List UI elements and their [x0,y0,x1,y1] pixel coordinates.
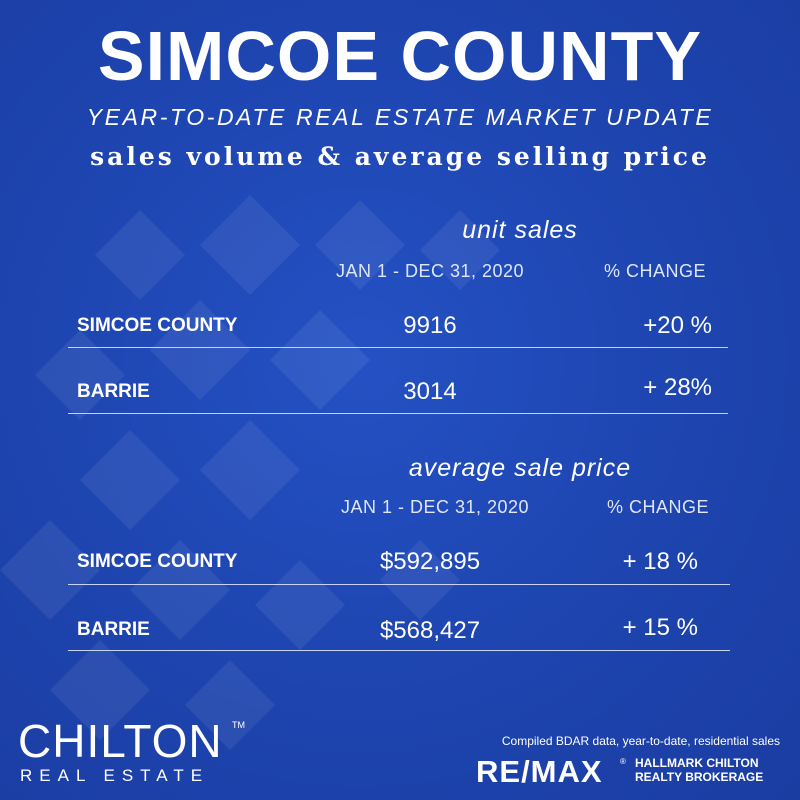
unit-sales-row-value: 9916 [403,312,457,339]
unit-sales-row-value: 3014 [403,378,457,405]
unit-sales-row-label: SIMCOE COUNTY [77,315,238,336]
remax-logo: RE/MAX [476,754,603,789]
unit-sales-period-header: JAN 1 - DEC 31, 2020 [335,261,525,281]
average-price-row-change: + 15 % [622,614,698,641]
page-subtitle: YEAR-TO-DATE REAL ESTATE MARKET UPDATE [86,104,714,130]
page-title: SIMCOE COUNTY [97,17,703,95]
unit-sales-row-change: +20 % [643,312,712,339]
brokerage-name: HALLMARK CHILTON REALTY BROKERAGE [635,756,763,784]
row-divider [68,584,730,585]
average-price-title: average sale price [408,454,632,482]
average-price-row-value: $592,895 [379,548,481,575]
row-divider [68,650,730,651]
unit-sales-change-header: % CHANGE [603,261,706,281]
average-price-row-label: BARRIE [77,619,150,640]
average-price-row-label: SIMCOE COUNTY [77,551,238,572]
unit-sales-row-change: + 28% [643,374,712,401]
unit-sales-title: unit sales [462,216,578,244]
average-price-period-header: JAN 1 - DEC 31, 2020 [340,497,530,517]
chilton-logo-subtitle: REAL ESTATE [20,766,210,785]
average-price-row-value: $568,427 [379,617,481,644]
average-price-change-header: % CHANGE [606,497,709,517]
source-note: Compiled BDAR data, year-to-date, reside… [501,734,780,748]
chilton-logo-trademark: TM [232,720,245,730]
brokerage-line-1: HALLMARK CHILTON [635,756,759,770]
page-tagline: sales volume & average selling price [90,142,710,171]
row-divider [68,347,728,348]
remax-registered-mark: ® [620,757,626,766]
unit-sales-row-label: BARRIE [77,381,150,402]
average-price-row-change: + 18 % [622,548,698,575]
chilton-logo: CHILTON [18,715,223,767]
row-divider [68,413,728,414]
brokerage-line-2: REALTY BROKERAGE [635,770,764,784]
